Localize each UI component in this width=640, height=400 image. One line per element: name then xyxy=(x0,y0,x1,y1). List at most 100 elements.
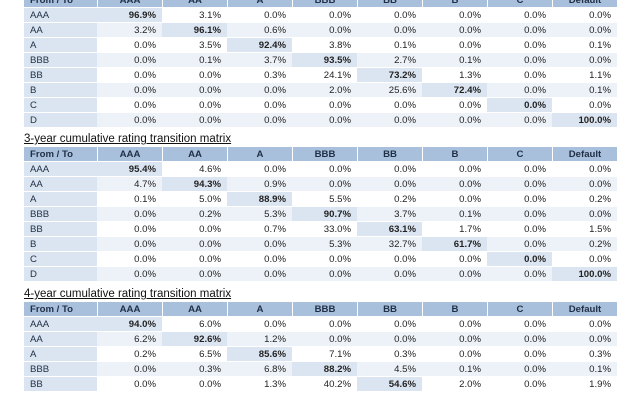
table-cell: 2.0% xyxy=(422,377,487,392)
table-cell: 72.4% xyxy=(422,83,487,98)
table-cell: 0.0% xyxy=(97,362,162,377)
table-cell: 3.7% xyxy=(357,207,422,222)
table-cell: 0.1% xyxy=(422,207,487,222)
table-cell: 0.0% xyxy=(552,23,617,38)
table-cell: 0.0% xyxy=(422,192,487,207)
column-header: B xyxy=(422,302,487,317)
table-row: AAA 95.4% 4.6% 0.0% 0.0% 0.0% 0.0% 0.0% 0.0% xyxy=(24,162,617,177)
table-cell: 6.0% xyxy=(162,317,227,332)
matrix-1-body: AAA 96.9% 3.1% 0.0% 0.0% 0.0% 0.0% 0.0% 0.0% AA 3.… xyxy=(24,8,617,128)
table-cell: 0.0% xyxy=(487,252,552,267)
table-cell: 0.0% xyxy=(357,252,422,267)
matrix-2-title: 3-year cumulative rating transition matr… xyxy=(24,133,232,145)
table-cell: 54.6% xyxy=(357,377,422,392)
row-label: BBB xyxy=(24,362,97,377)
table-row: BB 0.0% 0.0% 1.3% 40.2% 54.6% 2.0% 0.0% 1.9% xyxy=(24,377,617,392)
table-cell: 96.1% xyxy=(162,23,227,38)
table-cell: 0.1% xyxy=(357,38,422,53)
table-cell: 88.9% xyxy=(227,192,292,207)
table-cell: 0.0% xyxy=(487,332,552,347)
matrix-2-header-row: From / To AAA AA A BBB BB B C Default xyxy=(24,147,617,162)
column-header: Default xyxy=(552,0,617,8)
table-cell: 0.0% xyxy=(552,162,617,177)
table-cell: 0.0% xyxy=(357,177,422,192)
table-cell: 0.0% xyxy=(162,98,227,113)
table-cell: 0.0% xyxy=(552,177,617,192)
table-cell: 0.0% xyxy=(97,83,162,98)
table-cell: 0.0% xyxy=(97,98,162,113)
table-cell: 0.0% xyxy=(487,377,552,392)
row-label: BBB xyxy=(24,207,97,222)
table-cell: 0.0% xyxy=(97,68,162,83)
column-header: C xyxy=(487,0,552,8)
table-row: AA 6.2% 92.6% 1.2% 0.0% 0.0% 0.0% 0.0% 0.0% xyxy=(24,332,617,347)
table-cell: 0.0% xyxy=(552,332,617,347)
table-cell: 0.0% xyxy=(422,38,487,53)
table-cell: 0.1% xyxy=(552,362,617,377)
table-cell: 0.0% xyxy=(552,317,617,332)
table-cell: 0.0% xyxy=(422,267,487,282)
table-cell: 0.0% xyxy=(487,177,552,192)
table-cell: 0.9% xyxy=(227,177,292,192)
column-header: C xyxy=(487,147,552,162)
matrix-1-table: From / To AAA AA A BBB BB B C Default AAA 96.9% 3.… xyxy=(24,0,617,128)
table-cell: 3.2% xyxy=(97,23,162,38)
matrix-3-title: 4-year cumulative rating transition matr… xyxy=(24,288,232,300)
column-header: BBB xyxy=(292,302,357,317)
column-header: BBB xyxy=(292,0,357,8)
table-cell: 0.0% xyxy=(227,83,292,98)
table-cell: 0.0% xyxy=(162,222,227,237)
table-cell: 0.0% xyxy=(487,83,552,98)
table-cell: 0.0% xyxy=(162,113,227,128)
table-cell: 7.1% xyxy=(292,347,357,362)
table-cell: 0.0% xyxy=(97,38,162,53)
table-cell: 0.0% xyxy=(292,113,357,128)
column-header: A xyxy=(227,147,292,162)
table-cell: 5.3% xyxy=(292,237,357,252)
column-header: Default xyxy=(552,302,617,317)
table-cell: 0.0% xyxy=(552,53,617,68)
table-cell: 5.3% xyxy=(227,207,292,222)
table-cell: 0.0% xyxy=(227,267,292,282)
table-cell: 25.6% xyxy=(357,83,422,98)
table-cell: 0.2% xyxy=(552,192,617,207)
table-cell: 2.0% xyxy=(292,83,357,98)
row-label: B xyxy=(24,237,97,252)
column-header: AAA xyxy=(97,302,162,317)
table-row: D 0.0% 0.0% 0.0% 0.0% 0.0% 0.0% 0.0% 100.0% xyxy=(24,267,617,282)
table-cell: 93.5% xyxy=(292,53,357,68)
table-cell: 0.0% xyxy=(227,8,292,23)
table-cell: 0.0% xyxy=(487,8,552,23)
table-cell: 0.1% xyxy=(552,83,617,98)
table-row: A 0.1% 5.0% 88.9% 5.5% 0.2% 0.0% 0.0% 0.2% xyxy=(24,192,617,207)
matrix-2-table: From / To AAA AA A BBB BB B C Default AAA 95.4% 4.… xyxy=(24,147,617,282)
column-header: BB xyxy=(357,302,422,317)
column-header: B xyxy=(422,0,487,8)
table-row: A 0.0% 3.5% 92.4% 3.8% 0.1% 0.0% 0.0% 0.1% xyxy=(24,38,617,53)
table-row: D 0.0% 0.0% 0.0% 0.0% 0.0% 0.0% 0.0% 100.0% xyxy=(24,113,617,128)
table-cell: 0.0% xyxy=(487,192,552,207)
column-header: B xyxy=(422,147,487,162)
table-row: BBB 0.0% 0.3% 6.8% 88.2% 4.5% 0.1% 0.0% 0.1% xyxy=(24,362,617,377)
table-cell: 0.2% xyxy=(97,347,162,362)
table-cell: 0.0% xyxy=(552,98,617,113)
table-cell: 85.6% xyxy=(227,347,292,362)
table-cell: 5.0% xyxy=(162,192,227,207)
column-header: A xyxy=(227,302,292,317)
table-cell: 3.5% xyxy=(162,38,227,53)
table-cell: 0.0% xyxy=(162,267,227,282)
table-cell: 1.5% xyxy=(552,222,617,237)
row-label: AAA xyxy=(24,317,97,332)
table-cell: 0.0% xyxy=(552,252,617,267)
table-cell: 94.3% xyxy=(162,177,227,192)
column-header: AAA xyxy=(97,147,162,162)
table-cell: 0.0% xyxy=(97,53,162,68)
row-label: AAA xyxy=(24,8,97,23)
table-cell: 0.0% xyxy=(487,53,552,68)
table-cell: 0.0% xyxy=(292,332,357,347)
table-cell: 0.0% xyxy=(422,347,487,362)
table-cell: 0.0% xyxy=(357,162,422,177)
table-cell: 1.3% xyxy=(422,68,487,83)
table-cell: 0.0% xyxy=(487,362,552,377)
table-row: BB 0.0% 0.0% 0.3% 24.1% 73.2% 1.3% 0.0% 1.1% xyxy=(24,68,617,83)
